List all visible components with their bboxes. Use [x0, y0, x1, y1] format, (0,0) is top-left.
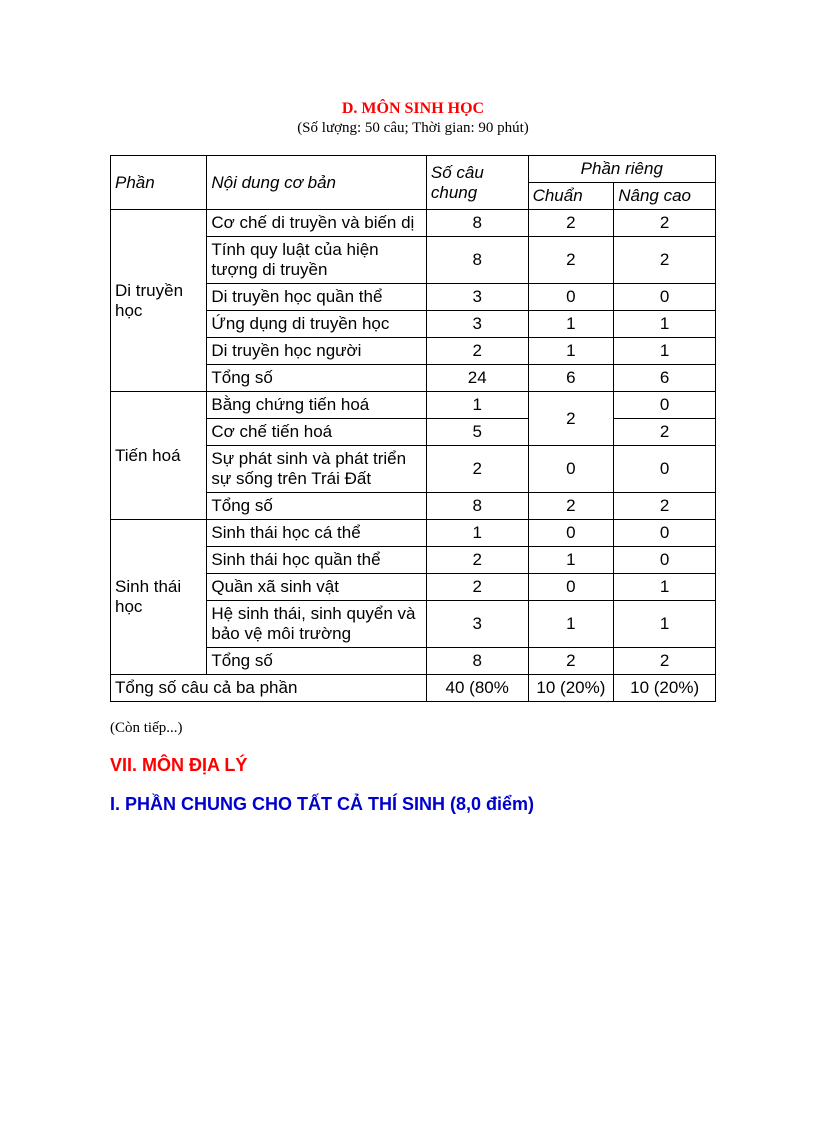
- cell-socau: 5: [426, 419, 528, 446]
- cell-chuan: 1: [528, 311, 614, 338]
- cell-nangcao: 6: [614, 365, 716, 392]
- cell-socau: 2: [426, 574, 528, 601]
- total-label: Tổng số câu cả ba phần: [111, 675, 427, 702]
- cell-noidung: Sự phát sinh và phát triển sự sống trên …: [207, 446, 427, 493]
- cell-nangcao: 0: [614, 392, 716, 419]
- cell-nangcao: 2: [614, 648, 716, 675]
- cell-noidung: Tổng số: [207, 648, 427, 675]
- header-nangcao: Nâng cao: [614, 183, 716, 210]
- cell-nangcao: 1: [614, 601, 716, 648]
- cell-socau: 8: [426, 237, 528, 284]
- section-name: Sinh thái học: [111, 520, 207, 675]
- cell-nangcao: 0: [614, 446, 716, 493]
- cell-chuan: 2: [528, 237, 614, 284]
- cell-socau: 3: [426, 284, 528, 311]
- cell-chuan: 2: [528, 493, 614, 520]
- cell-chuan: 1: [528, 547, 614, 574]
- cell-noidung: Di truyền học quần thể: [207, 284, 427, 311]
- cell-noidung: Ứng dụng di truyền học: [207, 311, 427, 338]
- total-socau: 40 (80%: [426, 675, 528, 702]
- cell-nangcao: 0: [614, 284, 716, 311]
- heading-i: I. PHẦN CHUNG CHO TẤT CẢ THÍ SINH (8,0 đ…: [110, 794, 716, 815]
- cell-chuan: 0: [528, 574, 614, 601]
- cell-chuan: 0: [528, 520, 614, 547]
- cell-chuan-merged: 2: [528, 392, 614, 446]
- header-socau: Số câu chung: [426, 156, 528, 210]
- cell-socau: 2: [426, 446, 528, 493]
- cell-socau: 2: [426, 338, 528, 365]
- section-subtitle: (Số lượng: 50 câu; Thời gian: 90 phút): [110, 120, 716, 137]
- cell-noidung: Di truyền học người: [207, 338, 427, 365]
- cell-socau: 3: [426, 311, 528, 338]
- section-name: Di truyền học: [111, 210, 207, 392]
- cell-noidung: Sinh thái học cá thể: [207, 520, 427, 547]
- cell-socau: 24: [426, 365, 528, 392]
- cell-noidung: Sinh thái học quần thể: [207, 547, 427, 574]
- cell-chuan: 1: [528, 601, 614, 648]
- cell-noidung: Cơ chế di truyền và biến dị: [207, 210, 427, 237]
- cell-noidung: Bằng chứng tiến hoá: [207, 392, 427, 419]
- cell-chuan: 0: [528, 446, 614, 493]
- section-name: Tiến hoá: [111, 392, 207, 520]
- cell-nangcao: 2: [614, 237, 716, 284]
- cell-noidung: Hệ sinh thái, sinh quyển và bảo vệ môi t…: [207, 601, 427, 648]
- cell-chuan: 0: [528, 284, 614, 311]
- cell-socau: 1: [426, 392, 528, 419]
- header-phan: Phần: [111, 156, 207, 210]
- cell-chuan: 6: [528, 365, 614, 392]
- cell-socau: 2: [426, 547, 528, 574]
- total-chuan: 10 (20%): [528, 675, 614, 702]
- cell-chuan: 1: [528, 338, 614, 365]
- cell-socau: 8: [426, 648, 528, 675]
- cell-nangcao: 2: [614, 419, 716, 446]
- cell-nangcao: 1: [614, 311, 716, 338]
- cell-noidung: Cơ chế tiến hoá: [207, 419, 427, 446]
- continue-text: (Còn tiếp...): [110, 720, 716, 737]
- content-table: Phần Nội dung cơ bản Số câu chung Phần r…: [110, 155, 716, 702]
- cell-chuan: 2: [528, 210, 614, 237]
- cell-nangcao: 1: [614, 574, 716, 601]
- cell-socau: 8: [426, 493, 528, 520]
- total-nangcao: 10 (20%): [614, 675, 716, 702]
- cell-nangcao: 0: [614, 547, 716, 574]
- cell-nangcao: 0: [614, 520, 716, 547]
- cell-nangcao: 2: [614, 493, 716, 520]
- cell-socau: 3: [426, 601, 528, 648]
- cell-noidung: Tính quy luật của hiện tượng di truyền: [207, 237, 427, 284]
- cell-chuan: 2: [528, 648, 614, 675]
- section-title: D. MÔN SINH HỌC: [110, 100, 716, 118]
- cell-noidung: Tổng số: [207, 365, 427, 392]
- cell-nangcao: 2: [614, 210, 716, 237]
- cell-socau: 8: [426, 210, 528, 237]
- header-chuan: Chuẩn: [528, 183, 614, 210]
- heading-vii: VII. MÔN ĐỊA LÝ: [110, 755, 716, 776]
- cell-socau: 1: [426, 520, 528, 547]
- header-phanrieng: Phần riêng: [528, 156, 715, 183]
- cell-noidung: Quần xã sinh vật: [207, 574, 427, 601]
- cell-nangcao: 1: [614, 338, 716, 365]
- cell-noidung: Tổng số: [207, 493, 427, 520]
- header-noidung: Nội dung cơ bản: [207, 156, 427, 210]
